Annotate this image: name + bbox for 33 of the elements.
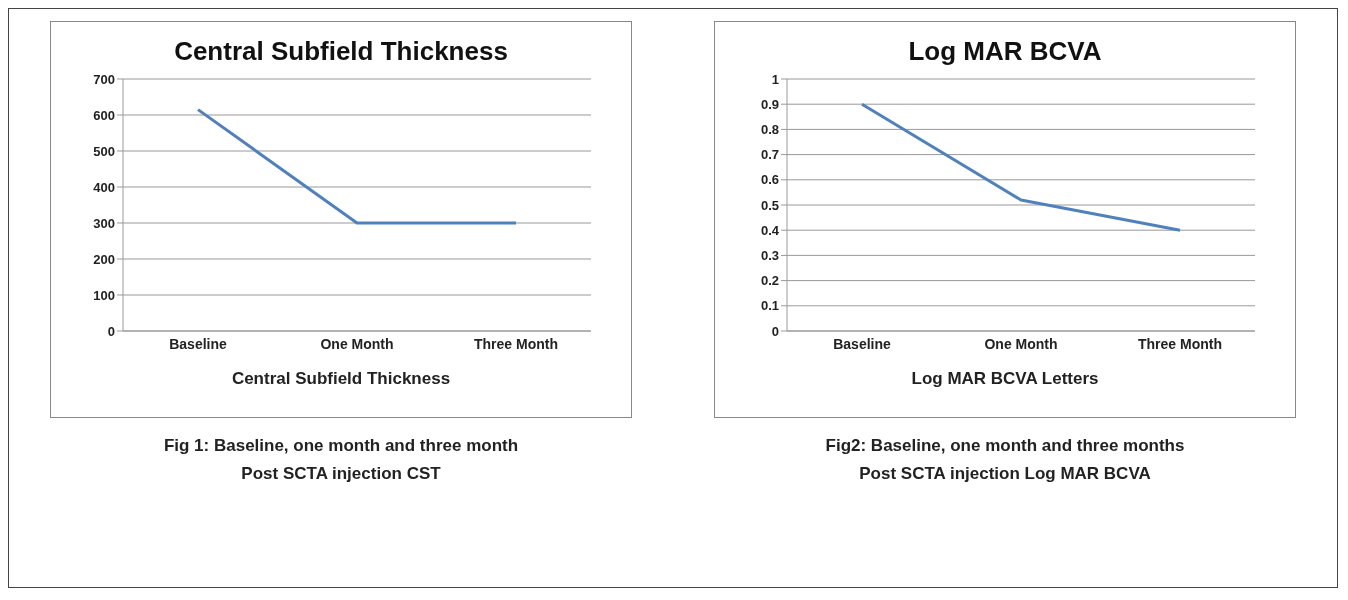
y-tick-label: 0.4 bbox=[760, 222, 780, 238]
chart-title: Central Subfield Thickness bbox=[174, 36, 508, 67]
x-axis-title: Central Subfield Thickness bbox=[231, 369, 451, 389]
y-tick-label: 0.5 bbox=[760, 197, 779, 213]
y-tick-label: 0.3 bbox=[760, 248, 779, 264]
y-tick-label: 0.1 bbox=[760, 298, 779, 314]
y-tick-label: 0.7 bbox=[760, 147, 779, 163]
y-tick-label: 500 bbox=[93, 143, 115, 159]
y-tick-label: 600 bbox=[93, 107, 115, 123]
chart-title: Log MAR BCVA bbox=[908, 36, 1102, 67]
x-tick-label: Three Month bbox=[1138, 335, 1222, 352]
y-tick-label: 700 bbox=[93, 71, 115, 87]
caption: Fig 1: Baseline, one month and three month bbox=[163, 435, 519, 457]
text: Post SCTA injection Log MAR BCVA bbox=[858, 463, 1152, 485]
y-tick-label: 0 bbox=[771, 323, 779, 339]
x-tick-label: One Month bbox=[984, 335, 1058, 352]
y-tick-label: 0 bbox=[107, 323, 115, 339]
y-tick-label: 200 bbox=[93, 251, 115, 267]
x-axis-title: Log MAR BCVA Letters bbox=[911, 369, 1099, 389]
y-tick-label: 1 bbox=[771, 71, 779, 87]
x-tick-label: Baseline bbox=[833, 335, 891, 352]
caption: Fig2: Baseline, one month and three months bbox=[825, 435, 1185, 457]
y-tick-label: 400 bbox=[93, 179, 115, 195]
y-tick-label: 0.2 bbox=[760, 273, 779, 289]
text: Post SCTA injection CST bbox=[240, 463, 442, 485]
y-tick-label: 300 bbox=[93, 215, 115, 231]
y-tick-label: 100 bbox=[93, 287, 115, 303]
x-tick-label: Baseline bbox=[169, 335, 227, 352]
y-tick-label: 0.6 bbox=[760, 172, 779, 188]
y-tick-label: 0.8 bbox=[760, 122, 779, 138]
x-tick-label: Three Month bbox=[474, 335, 558, 352]
y-tick-label: 0.9 bbox=[760, 96, 779, 112]
x-tick-label: One Month bbox=[320, 335, 394, 352]
